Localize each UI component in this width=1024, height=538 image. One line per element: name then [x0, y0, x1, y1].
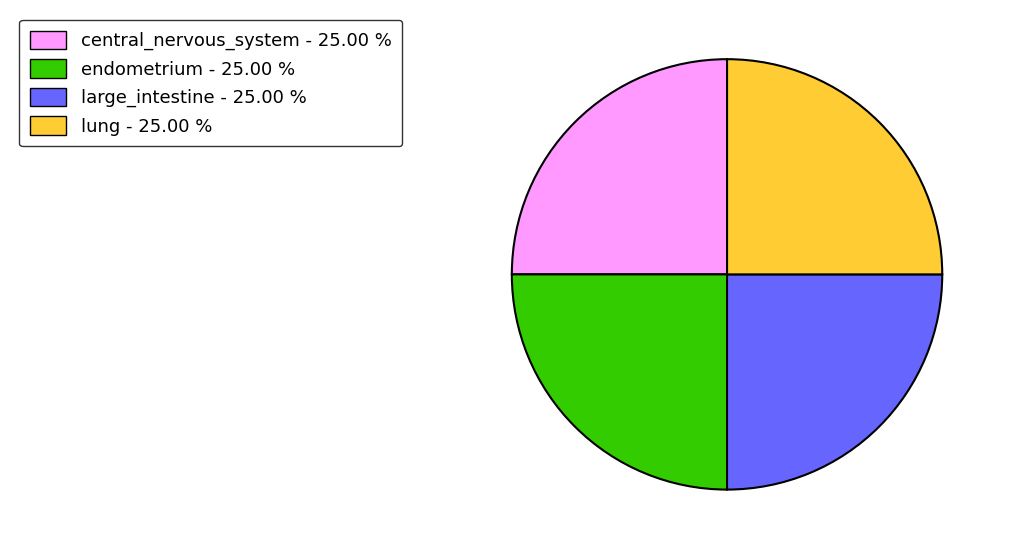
- Wedge shape: [512, 274, 727, 490]
- Legend: central_nervous_system - 25.00 %, endometrium - 25.00 %, large_intestine - 25.00: central_nervous_system - 25.00 %, endome…: [19, 20, 402, 146]
- Wedge shape: [512, 59, 727, 274]
- Wedge shape: [727, 274, 942, 490]
- Wedge shape: [727, 59, 942, 274]
